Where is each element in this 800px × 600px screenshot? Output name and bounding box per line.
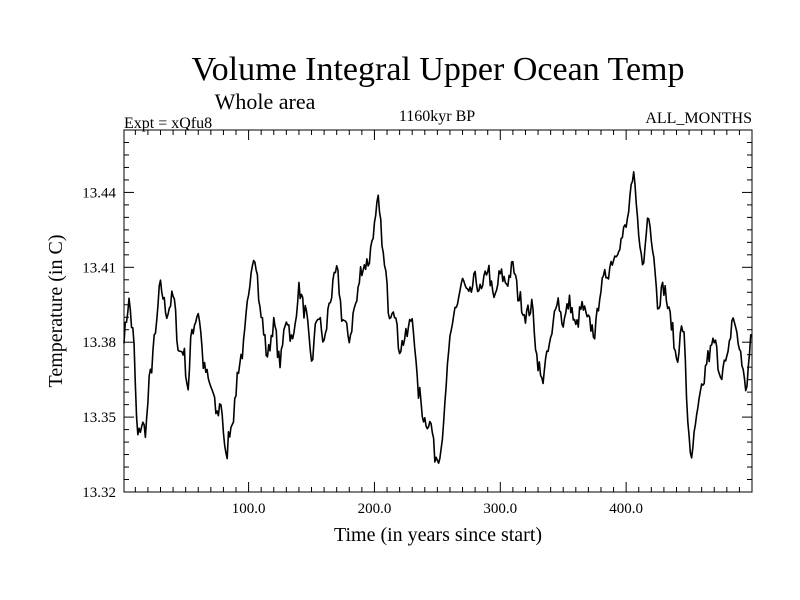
chart-subtitle: Whole area [215,89,316,114]
experiment-label: Expt = xQfu8 [124,115,212,132]
months-label: ALL_MONTHS [645,110,752,127]
y-axis-ticks: 13.32 13.35 13.38 13.41 13.44 [82,129,752,501]
y-tick-label: 13.32 [82,485,116,501]
y-tick-label: 13.44 [82,185,116,201]
temperature-series-line [123,171,753,464]
y-tick-label: 13.35 [82,410,116,426]
x-tick-label: 400.0 [609,501,643,517]
chart-title: Volume Integral Upper Ocean Temp [192,51,685,88]
x-axis-label: Time (in years since start) [334,524,542,546]
y-tick-label: 13.38 [82,335,116,351]
x-tick-label: 200.0 [358,501,392,517]
period-label: 1160kyr BP [399,108,475,125]
y-axis-label: Temperature (in C) [45,235,67,388]
x-axis-ticks: 100.0 200.0 300.0 400.0 [134,130,753,517]
plot-frame [123,129,753,493]
x-tick-label: 300.0 [483,501,517,517]
y-tick-label: 13.41 [82,260,116,276]
x-tick-label: 100.0 [232,501,266,517]
